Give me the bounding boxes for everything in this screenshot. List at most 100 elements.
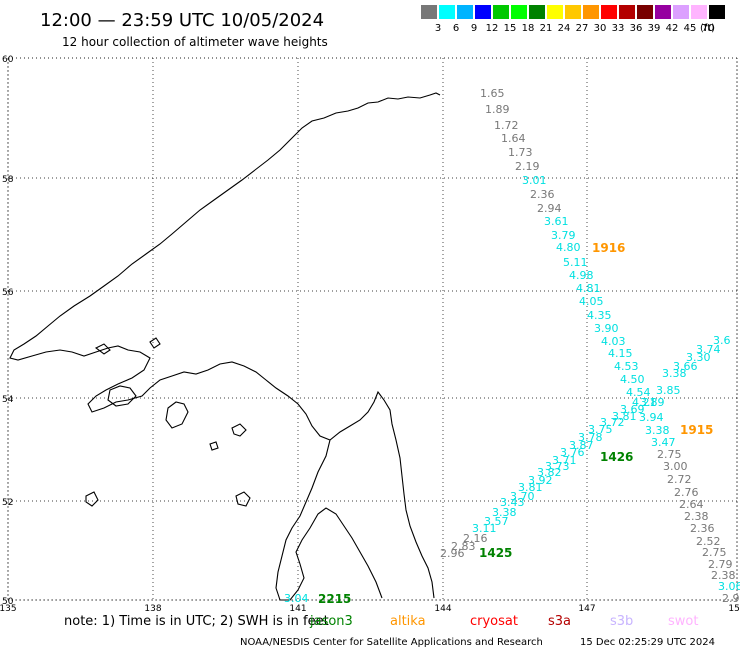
wave-height-value: 3.78 [578, 431, 603, 444]
island-b [231, 423, 247, 437]
scale-swatch [565, 5, 581, 19]
wave-height-value: 3.82 [537, 466, 562, 479]
wave-height-value: 3.85 [656, 384, 681, 397]
satellite-cryosat: cryosat [470, 614, 518, 629]
scale-label: 45 [683, 23, 697, 34]
scale-label: 21 [539, 23, 553, 34]
wave-height-value: 3.81 [518, 481, 543, 494]
wave-height-value: 3.61 [544, 215, 569, 228]
wave-height-value: 3.72 [600, 416, 625, 429]
map-subtitle: 12 hour collection of altimeter wave hei… [62, 35, 328, 49]
wave-height-value: 1.64 [501, 132, 526, 145]
scale-swatch [619, 5, 635, 19]
wave-height-value: 2.75 [702, 546, 727, 559]
scale-swatch [709, 5, 725, 19]
wave-height-value: 1.73 [508, 146, 533, 159]
scale-swatch [691, 5, 707, 19]
island-e [209, 441, 219, 451]
pass-time-label: 1916 [592, 241, 625, 255]
scale-label: 27 [575, 23, 589, 34]
lat-label: 56 [2, 288, 14, 298]
wave-height-value: 4.80 [556, 241, 581, 254]
wave-height-value: 3.90 [594, 322, 619, 335]
lon-label: 147 [578, 604, 595, 614]
scale-label: 6 [452, 23, 460, 34]
scale-label: 36 [629, 23, 643, 34]
wave-height-value: 3.38 [645, 424, 670, 437]
lat-label: 60 [2, 55, 14, 65]
scale-label: 18 [521, 23, 535, 34]
wave-height-value: 1.72 [494, 119, 519, 132]
satellite-s3a: s3a [548, 614, 571, 629]
satellite-s3b: s3b [610, 614, 633, 629]
scale-swatch [439, 5, 455, 19]
wave-height-value: 3.87 [569, 439, 594, 452]
wave-height-value: 2.36 [530, 188, 555, 201]
lon-label: 138 [144, 604, 161, 614]
wave-height-value: 2.16 [463, 532, 488, 545]
pass-time-label: 1425 [479, 546, 512, 560]
island-g [149, 337, 161, 349]
wave-height-value: 4.81 [576, 282, 601, 295]
wave-height-value: 3.57 [484, 515, 509, 528]
wave-height-value: 2.94 [537, 202, 562, 215]
wave-height-value: 3.71 [552, 454, 577, 467]
wave-height-value: 3.47 [651, 436, 676, 449]
footer-generated: 15 Dec 02:25:29 UTC 2024 [580, 637, 715, 648]
scale-label: 15 [503, 23, 517, 34]
wave-height-value: 4.21 [632, 396, 657, 409]
scale-label: 42 [665, 23, 679, 34]
wave-height-value: 3.92 [528, 474, 553, 487]
wave-height-value: 5.11 [563, 256, 588, 269]
scale-swatch [421, 5, 437, 19]
wave-height-value: 3.75 [588, 423, 613, 436]
wave-height-value: 3.94 [639, 411, 664, 424]
map-title: 12:00 — 23:59 UTC 10/05/2024 [40, 10, 324, 31]
wave-height-value: 2.83 [451, 540, 476, 553]
scale-label: 30 [593, 23, 607, 34]
wave-height-value: 4.03 [601, 335, 626, 348]
wave-height-value: 4.54 [626, 386, 651, 399]
track-1425: 2.962.832.163.113.573.383.433.703.813.92… [440, 334, 731, 560]
scale-swatch [637, 5, 653, 19]
wave-height-value: 3.76 [560, 446, 585, 459]
wave-height-value: 3.43 [500, 496, 525, 509]
scale-swatch [511, 5, 527, 19]
scale-label: 3 [434, 23, 442, 34]
scale-swatch [475, 5, 491, 19]
wave-height-value: 3.69 [620, 403, 645, 416]
wave-height-value: 3.6 [713, 334, 731, 347]
lon-label: 150 [728, 604, 740, 614]
lon-label: 141 [289, 604, 306, 614]
lon-label: 135 [0, 604, 17, 614]
track-1916: 1.651.891.721.641.732.193.012.362.943.61… [480, 87, 740, 605]
track-2215: 3.04 2215 [284, 592, 351, 606]
wave-height-value: 2.38 [684, 510, 709, 523]
scale-swatch [493, 5, 509, 19]
wave-height-value: 2.96 [440, 547, 465, 560]
wave-height-value: 3.04 [284, 592, 309, 605]
island-f [94, 343, 111, 355]
island-d [85, 491, 99, 507]
island-c [235, 491, 251, 507]
wave-height-value: 3.73 [545, 460, 570, 473]
wave-height-value: 2.79 [708, 558, 733, 571]
footer-credit: NOAA/NESDIS Center for Satellite Applica… [240, 637, 543, 648]
island-a [165, 401, 189, 429]
wave-height-value: 3.79 [551, 229, 576, 242]
wave-height-value: 2.19 [515, 160, 540, 173]
wave-height-value: 3.01 [522, 174, 547, 187]
satellite-legend: jason3 altika cryosat s3a s3b swot [309, 614, 698, 629]
scale-label: 9 [470, 23, 478, 34]
wave-height-value: 3.81 [612, 410, 637, 423]
scale-unit: (ft) [700, 23, 716, 34]
wave-height-value: 3.11 [472, 522, 497, 535]
pass-time-label: 1915 [680, 423, 713, 437]
wave-height-value: 3.00 [663, 460, 688, 473]
wave-height-value: 2.52 [696, 535, 721, 548]
wave-height-value: 2.72 [667, 473, 692, 486]
scale-swatch [583, 5, 599, 19]
